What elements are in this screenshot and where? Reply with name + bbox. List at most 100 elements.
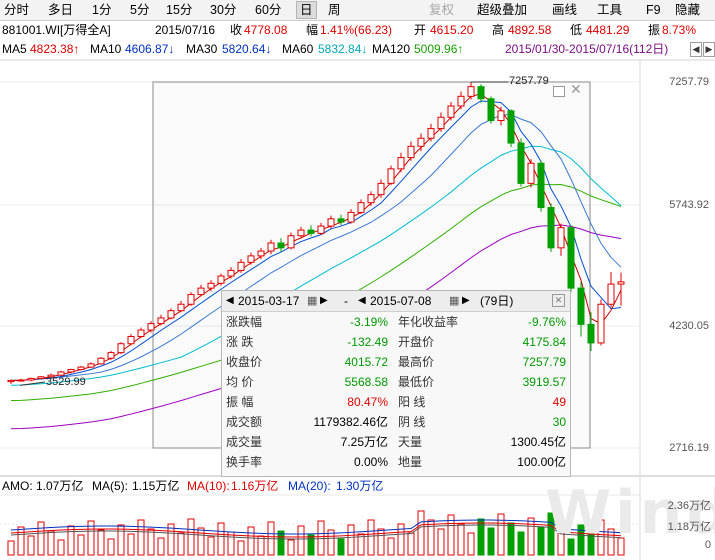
stat-value: 7.25万亿 <box>340 435 388 449</box>
stat-value: 4015.72 <box>344 355 388 369</box>
tab-1min[interactable]: 1分 <box>92 3 112 17</box>
super-overlay-button[interactable]: 超级叠加 <box>477 3 528 17</box>
volume-bar <box>517 531 525 556</box>
volume-bar <box>317 520 325 556</box>
candle-body <box>457 95 465 107</box>
ma5-label: MA5 <box>2 42 27 56</box>
price-tick-label: 5743.92 <box>669 199 709 211</box>
volume-bar <box>577 524 585 556</box>
candle-body <box>617 281 625 285</box>
ma10-label: MA10 <box>90 42 122 56</box>
vol-ma20-label: MA(20): <box>288 479 331 493</box>
low-annotation: 3529.99 <box>46 376 86 388</box>
candle-body <box>67 369 75 373</box>
candle-body <box>207 282 215 289</box>
vol-ma10-value: 1.16万亿 <box>231 479 279 493</box>
stat-label: 开盘价 <box>398 335 435 349</box>
candle-body <box>277 242 285 249</box>
volume-bar <box>347 524 355 556</box>
ma10-value: 4606.87↓ <box>125 42 175 56</box>
volume-bar <box>407 532 415 556</box>
calendar-icon[interactable]: ▦ <box>449 295 460 307</box>
stat-label: 均 价 <box>226 375 254 389</box>
volume-bar <box>617 537 625 556</box>
stat-label: 换手率 <box>226 455 263 469</box>
candle-body <box>607 283 615 305</box>
tools-button[interactable]: 工具 <box>597 3 623 17</box>
volume-bar <box>507 522 515 556</box>
end-date[interactable]: 2015-07-08 <box>370 294 432 308</box>
days-count: (79日) <box>480 294 514 308</box>
prev-end-arrow[interactable]: ◀ <box>358 295 366 306</box>
candle-body <box>557 227 565 249</box>
volume-bar <box>217 522 225 556</box>
candle-body <box>437 116 445 130</box>
stat-value: 0.00% <box>353 455 388 469</box>
price-tick-label: 7257.79 <box>669 76 709 88</box>
next-end-arrow[interactable]: ▶ <box>462 295 470 306</box>
stat-label: 涨跌幅 <box>226 315 263 329</box>
volume-bar <box>197 527 205 556</box>
volume-bar <box>377 528 385 556</box>
start-date[interactable]: 2015-03-17 <box>238 294 300 308</box>
next-start-arrow[interactable]: ▶ <box>320 295 328 306</box>
candle-body <box>347 211 355 223</box>
tab-intraday[interactable]: 分时 <box>4 3 30 17</box>
volume-bar <box>357 533 365 556</box>
candle-body <box>507 110 515 144</box>
tab-5min[interactable]: 5分 <box>130 3 150 17</box>
stat-label: 最高价 <box>398 355 435 369</box>
candle-body <box>137 329 145 337</box>
candle-body <box>27 377 35 381</box>
candle-body <box>407 145 415 159</box>
close-value: 4778.08 <box>244 23 288 37</box>
volume-tick-label: 2.36万亿 <box>667 500 711 512</box>
prev-start-arrow[interactable]: ◀ <box>226 295 234 306</box>
tab-15min[interactable]: 15分 <box>166 3 193 17</box>
candle-body <box>167 310 175 319</box>
stat-label: 成交量 <box>226 435 263 449</box>
change-label: 幅 <box>306 23 319 37</box>
volume-bar <box>527 517 535 556</box>
ma60-value: 5832.84↓ <box>318 42 368 56</box>
close-label: 收 <box>230 23 243 37</box>
change-value: 1.41%(66.23) <box>320 23 393 37</box>
candle-body <box>77 366 85 371</box>
stat-label: 阳 线 <box>398 395 426 409</box>
low-value: 4481.29 <box>586 23 630 37</box>
volume-bar <box>307 534 315 556</box>
close-icon[interactable]: ✕ <box>552 294 565 307</box>
high-value: 4892.58 <box>508 23 552 37</box>
candle-body <box>367 194 375 204</box>
close-icon[interactable]: ✕ <box>570 81 582 97</box>
stat-value: -132.49 <box>347 335 388 349</box>
stat-value: 5568.58 <box>344 375 388 389</box>
tab-30min[interactable]: 30分 <box>210 3 237 17</box>
vol-ma5-label: MA(5): <box>92 479 128 493</box>
tab-60min[interactable]: 60分 <box>255 3 282 17</box>
tab-daily[interactable]: 日 <box>296 1 317 19</box>
scroll-left-button[interactable]: ◀ <box>690 42 702 57</box>
volume-bar <box>457 523 465 556</box>
volume-bar <box>367 519 375 556</box>
adjust-button[interactable]: 复权 <box>429 3 455 17</box>
candle-body <box>527 162 535 184</box>
quote-line: 881001.WI[万得全A] 2015/07/16 收 4778.08 幅 1… <box>0 21 715 39</box>
volume-bar <box>247 526 255 556</box>
stat-value: 3919.57 <box>522 375 566 389</box>
restore-icon[interactable] <box>553 86 565 97</box>
candle-body <box>177 303 185 312</box>
tab-multi-day[interactable]: 多日 <box>48 3 74 17</box>
tab-weekly[interactable]: 周 <box>328 3 341 17</box>
calendar-icon[interactable]: ▦ <box>307 295 318 307</box>
volume-bar <box>207 536 215 556</box>
hide-button[interactable]: 隐藏 <box>675 3 701 17</box>
volume-bar <box>597 519 605 556</box>
draw-line-button[interactable]: 画线 <box>552 3 578 17</box>
candle-body <box>587 323 595 344</box>
stat-value: 49 <box>552 395 566 409</box>
f9-button[interactable]: F9 <box>646 3 661 17</box>
candle-body <box>7 379 15 383</box>
volume-bar <box>497 513 505 556</box>
